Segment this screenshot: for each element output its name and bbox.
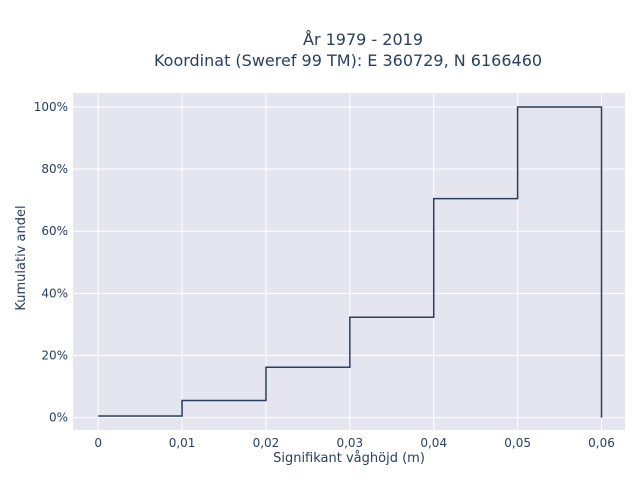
plot-background <box>73 93 625 430</box>
y-tick-label: 20% <box>41 348 68 362</box>
x-tick-label: 0,03 <box>336 436 363 450</box>
chart-title-line-1: År 1979 - 2019 <box>303 30 423 49</box>
y-tick-label: 0% <box>49 411 68 425</box>
x-tick-labels: 0 0,01 0,02 0,03 0,04 0,05 0,06 <box>94 436 615 450</box>
y-tick-label: 100% <box>34 100 68 114</box>
x-tick-label: 0,05 <box>504 436 531 450</box>
x-tick-label: 0 <box>94 436 102 450</box>
x-tick-label: 0,04 <box>420 436 447 450</box>
x-axis-title: Signifikant våghöjd (m) <box>273 451 425 466</box>
y-tick-labels: 0% 20% 40% 60% 80% 100% <box>34 100 68 425</box>
y-axis-title: Kumulativ andel <box>14 205 29 310</box>
x-tick-label: 0,01 <box>169 436 196 450</box>
y-tick-label: 40% <box>41 286 68 300</box>
x-tick-label: 0,06 <box>588 436 615 450</box>
y-tick-label: 80% <box>41 162 68 176</box>
x-tick-label: 0,02 <box>253 436 280 450</box>
y-tick-label: 60% <box>41 224 68 238</box>
series-line <box>98 106 603 418</box>
chart-title-line-2: Koordinat (Sweref 99 TM): E 360729, N 61… <box>154 51 542 70</box>
